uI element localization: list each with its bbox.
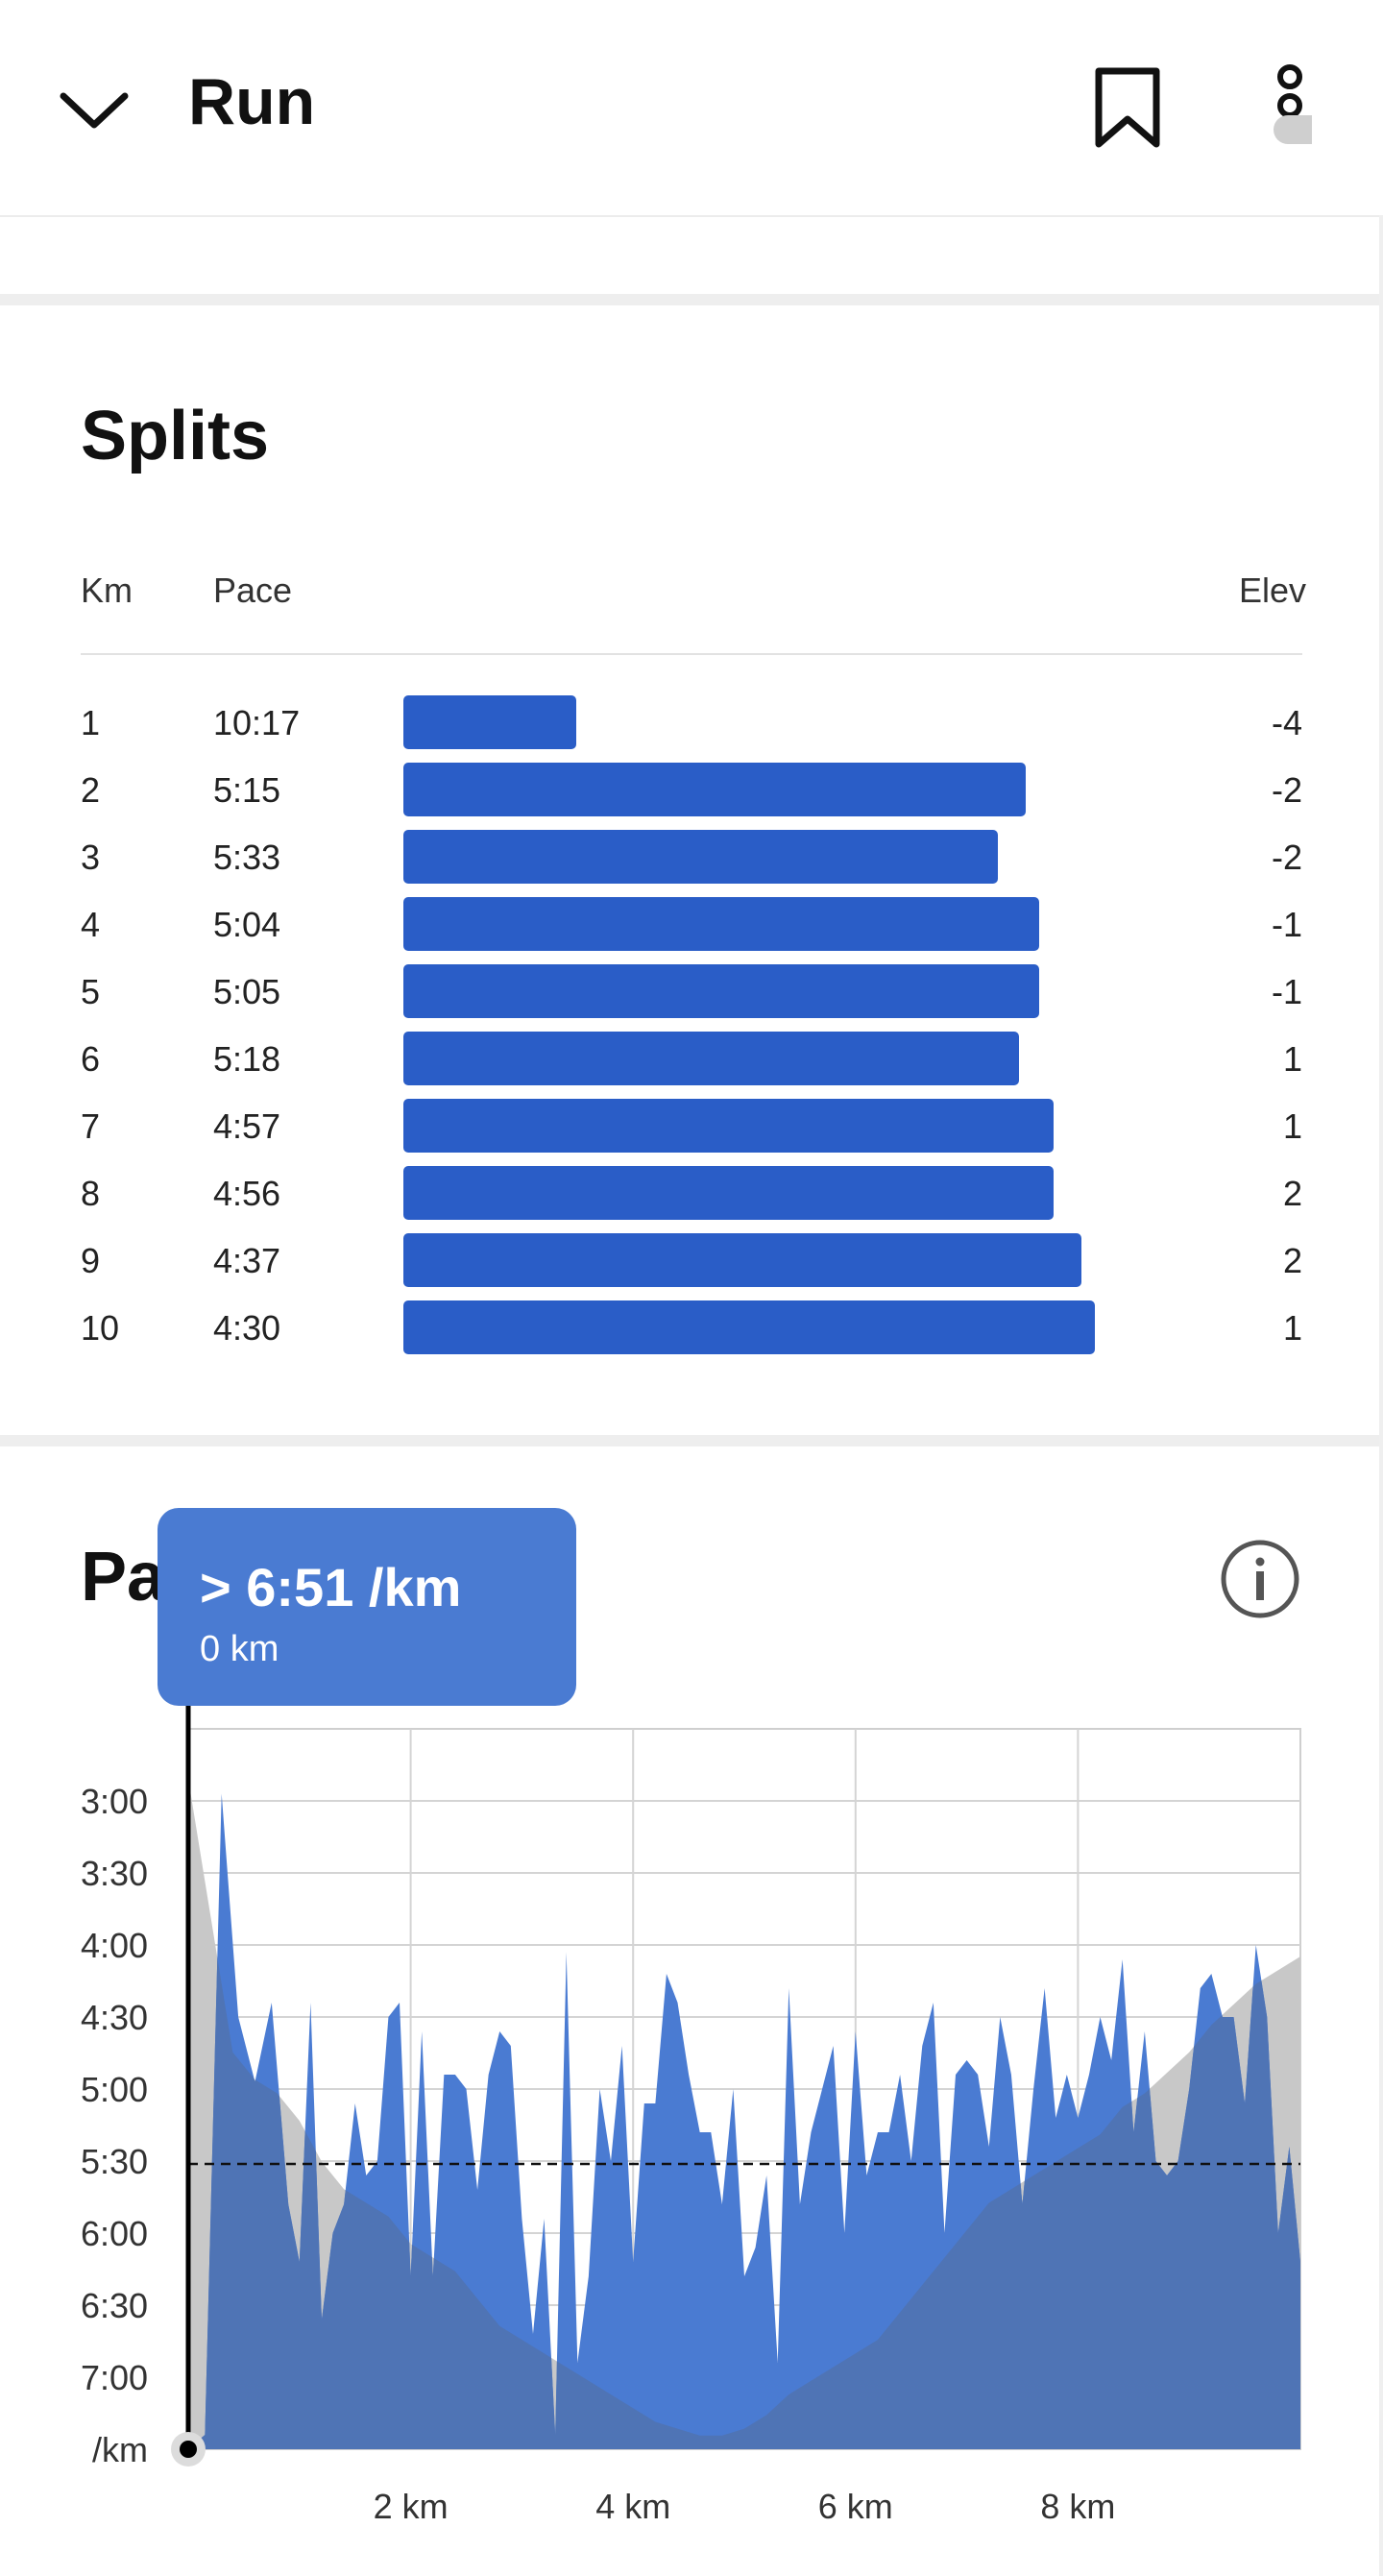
split-row: 7 4:57 1 — [0, 1095, 1379, 1162]
y-tick-label: 5:30 — [81, 2142, 148, 2181]
splits-table: 1 10:17 -4 2 5:15 -2 3 5:33 -2 4 5:04 -1 5 5:05 -1 6 5:1… — [0, 692, 1379, 1364]
info-button[interactable] — [1220, 1539, 1300, 1619]
x-tick-label: 2 km — [374, 2487, 449, 2526]
section-divider — [0, 1435, 1379, 1446]
y-tick-label: 7:00 — [81, 2358, 148, 2397]
split-row: 3 5:33 -2 — [0, 826, 1379, 893]
split-pace-bar — [403, 1099, 1054, 1153]
y-tick-label: 3:00 — [81, 1782, 148, 1821]
y-tick-label: 6:00 — [81, 2214, 148, 2253]
split-pace-bar — [403, 897, 1039, 951]
header-divider — [81, 653, 1302, 655]
column-header-elev: Elev — [1238, 571, 1306, 610]
split-pace: 5:33 — [213, 838, 281, 877]
scrollbar-thumb[interactable] — [1274, 115, 1312, 144]
split-elev: 2 — [1282, 1241, 1302, 1280]
column-header-km: Km — [81, 571, 133, 610]
split-elev: 1 — [1282, 1106, 1302, 1146]
split-pace: 10:17 — [213, 703, 301, 742]
split-pace: 4:56 — [213, 1174, 281, 1213]
split-pace-bar — [403, 763, 1026, 816]
collapse-button[interactable] — [56, 77, 133, 144]
splits-title: Splits — [81, 398, 270, 474]
split-row: 9 4:37 2 — [0, 1229, 1379, 1297]
info-icon — [1221, 1540, 1299, 1618]
split-elev: -1 — [1271, 972, 1302, 1011]
split-pace: 5:04 — [213, 905, 281, 944]
split-km: 10 — [81, 1308, 120, 1348]
split-row: 1 10:17 -4 — [0, 692, 1379, 759]
chevron-down-icon — [60, 92, 129, 129]
tooltip-pace: > 6:51 /km — [200, 1557, 462, 1617]
split-km: 7 — [81, 1106, 101, 1146]
split-km: 4 — [81, 905, 101, 944]
x-tick-label: 6 km — [818, 2487, 893, 2526]
tooltip-distance: 0 km — [200, 1629, 279, 1669]
split-pace: 4:57 — [213, 1106, 281, 1146]
split-elev: 1 — [1282, 1308, 1302, 1348]
chart-tooltip: > 6:51 /km 0 km — [158, 1508, 576, 1706]
split-elev: 2 — [1282, 1174, 1302, 1213]
split-km: 1 — [81, 703, 101, 742]
pace-chart[interactable]: 3:00 3:30 4:00 4:30 5:00 5:30 6:00 6:30 7:00/km 2… — [0, 1546, 1379, 2569]
split-pace-bar — [403, 1166, 1054, 1220]
split-row: 5 5:05 -1 — [0, 960, 1379, 1028]
bookmark-button[interactable] — [1091, 65, 1164, 150]
y-tick-label: 4:30 — [81, 1998, 148, 2037]
split-km: 8 — [81, 1174, 101, 1213]
split-km: 6 — [81, 1039, 101, 1079]
split-elev: -2 — [1271, 770, 1302, 810]
split-pace: 4:30 — [213, 1308, 281, 1348]
split-pace: 5:15 — [213, 770, 281, 810]
section-divider — [0, 294, 1379, 305]
scrubber-dot — [180, 2441, 197, 2458]
split-row: 6 5:18 1 — [0, 1028, 1379, 1095]
split-pace: 5:18 — [213, 1039, 281, 1079]
split-pace: 4:37 — [213, 1241, 281, 1280]
y-tick-label: 5:00 — [81, 2070, 148, 2109]
split-pace-bar — [403, 830, 998, 884]
split-row: 8 4:56 2 — [0, 1162, 1379, 1229]
split-pace-bar — [403, 1032, 1019, 1085]
pace-elevation-overlap — [188, 1793, 1300, 2449]
page-title: Run — [188, 65, 316, 138]
top-app-bar: Run — [0, 0, 1383, 217]
split-elev: -2 — [1271, 838, 1302, 877]
split-elev: -1 — [1271, 905, 1302, 944]
split-pace-bar — [403, 964, 1039, 1018]
x-tick-label: 4 km — [595, 2487, 670, 2526]
split-pace: 5:05 — [213, 972, 281, 1011]
y-unit-label: /km — [92, 2430, 148, 2469]
split-pace-bar — [403, 695, 576, 749]
split-pace-bar — [403, 1300, 1095, 1354]
y-tick-label: 3:30 — [81, 1854, 148, 1893]
page-edge — [1379, 215, 1383, 2576]
bookmark-icon — [1095, 67, 1160, 148]
pace-chart-svg[interactable]: 3:00 3:30 4:00 4:30 5:00 5:30 6:00 6:30 7:00/km 2… — [0, 1546, 1379, 2564]
split-km: 5 — [81, 972, 101, 1011]
x-tick-label: 8 km — [1040, 2487, 1115, 2526]
pace-section-title: Pa — [81, 1539, 166, 1616]
split-km: 3 — [81, 838, 101, 877]
y-tick-label: 6:30 — [81, 2286, 148, 2325]
split-km: 9 — [81, 1241, 101, 1280]
split-row: 2 5:15 -2 — [0, 759, 1379, 826]
split-row: 4 5:04 -1 — [0, 893, 1379, 960]
y-tick-label: 4:00 — [81, 1926, 148, 1965]
split-row: 10 4:30 1 — [0, 1297, 1379, 1364]
split-pace-bar — [403, 1233, 1081, 1287]
split-elev: -4 — [1271, 703, 1302, 742]
split-km: 2 — [81, 770, 101, 810]
split-elev: 1 — [1282, 1039, 1302, 1079]
column-header-pace: Pace — [213, 571, 293, 610]
